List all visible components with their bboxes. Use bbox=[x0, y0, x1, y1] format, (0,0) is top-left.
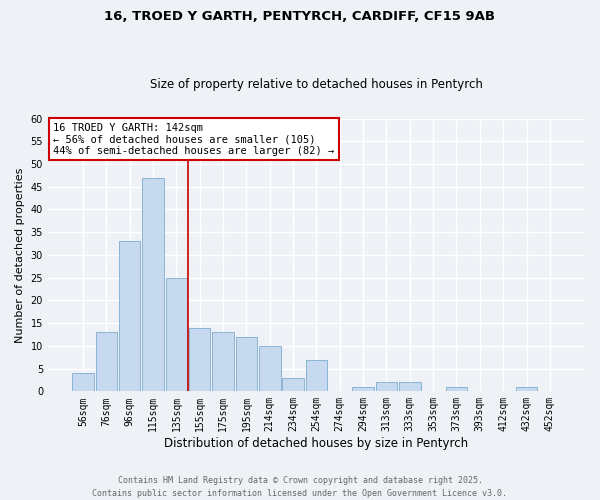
Bar bbox=[306, 360, 327, 392]
X-axis label: Distribution of detached houses by size in Pentyrch: Distribution of detached houses by size … bbox=[164, 437, 469, 450]
Bar bbox=[73, 373, 94, 392]
Bar bbox=[189, 328, 211, 392]
Bar bbox=[166, 278, 187, 392]
Bar bbox=[283, 378, 304, 392]
Bar bbox=[95, 332, 117, 392]
Y-axis label: Number of detached properties: Number of detached properties bbox=[15, 168, 25, 342]
Bar bbox=[516, 387, 537, 392]
Bar bbox=[119, 242, 140, 392]
Bar bbox=[446, 387, 467, 392]
Title: Size of property relative to detached houses in Pentyrch: Size of property relative to detached ho… bbox=[150, 78, 483, 91]
Text: Contains HM Land Registry data © Crown copyright and database right 2025.
Contai: Contains HM Land Registry data © Crown c… bbox=[92, 476, 508, 498]
Bar bbox=[236, 337, 257, 392]
Text: 16 TROED Y GARTH: 142sqm
← 56% of detached houses are smaller (105)
44% of semi-: 16 TROED Y GARTH: 142sqm ← 56% of detach… bbox=[53, 122, 335, 156]
Bar bbox=[352, 387, 374, 392]
Bar bbox=[259, 346, 281, 392]
Bar bbox=[142, 178, 164, 392]
Bar bbox=[376, 382, 397, 392]
Text: 16, TROED Y GARTH, PENTYRCH, CARDIFF, CF15 9AB: 16, TROED Y GARTH, PENTYRCH, CARDIFF, CF… bbox=[104, 10, 496, 23]
Bar bbox=[399, 382, 421, 392]
Bar bbox=[212, 332, 234, 392]
